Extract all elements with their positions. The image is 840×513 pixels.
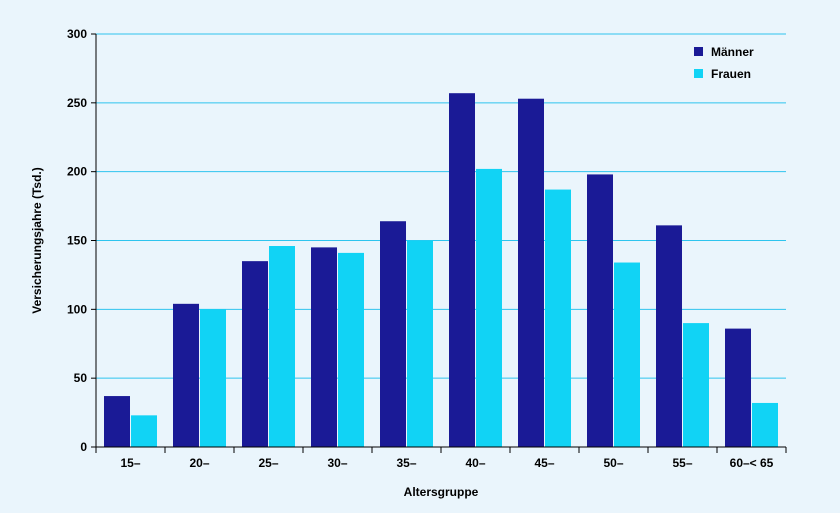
x-tick-label: 60–< 65: [730, 456, 774, 470]
x-tick-label: 55–: [672, 456, 692, 470]
y-tick-label: 50: [74, 371, 88, 385]
bar-maenner: [173, 303, 199, 447]
legend-swatch: [694, 69, 703, 78]
bar-maenner: [518, 98, 544, 447]
x-tick-label: 25–: [258, 456, 278, 470]
y-tick-label: 0: [80, 440, 87, 454]
y-tick-label: 200: [67, 165, 87, 179]
bar-frauen: [131, 415, 157, 447]
bar-maenner: [449, 93, 475, 448]
bar-frauen: [200, 309, 226, 447]
bar-maenner: [725, 328, 751, 447]
x-tick-label: 20–: [189, 456, 209, 470]
x-tick-label: 50–: [603, 456, 623, 470]
x-tick-label: 45–: [534, 456, 554, 470]
bar-frauen: [752, 402, 778, 447]
legend: Männer Frauen: [694, 45, 754, 81]
bar-frauen: [407, 240, 433, 447]
y-tick-label: 250: [67, 96, 87, 110]
bar-frauen: [614, 262, 640, 447]
bar-frauen: [545, 189, 571, 447]
legend-swatch: [694, 47, 703, 56]
y-tick-label: 300: [67, 27, 87, 41]
bar-maenner: [104, 396, 130, 447]
y-tick-label: 150: [67, 234, 87, 248]
legend-label: Männer: [711, 45, 754, 59]
legend-label: Frauen: [711, 67, 751, 81]
bar-maenner: [587, 174, 613, 448]
bar-maenner: [380, 221, 406, 447]
x-tick-label: 30–: [327, 456, 347, 470]
y-tick-label: 100: [67, 302, 87, 316]
bar-frauen: [683, 323, 709, 447]
y-tick-labels: 0 50 100 150 200 250 300: [67, 27, 87, 454]
x-tick-label: 40–: [465, 456, 485, 470]
bar-maenner: [242, 261, 268, 447]
y-axis-title: Versicherungsjahre (Tsd.): [30, 167, 44, 314]
bar-maenner: [656, 225, 682, 447]
gridlines: [96, 33, 786, 379]
x-tick-label: 35–: [396, 456, 416, 470]
bars: [104, 93, 778, 448]
x-tick-labels: 15– 20– 25– 30– 35– 40– 45– 50– 55– 60–< 65: [120, 456, 773, 470]
bar-frauen: [476, 168, 502, 447]
bar-frauen: [338, 252, 364, 447]
x-tick-label: 15–: [120, 456, 140, 470]
bar-maenner: [311, 247, 337, 447]
axes: [91, 33, 787, 453]
x-axis-title: Altersgruppe: [404, 485, 479, 499]
bar-frauen: [269, 246, 295, 447]
